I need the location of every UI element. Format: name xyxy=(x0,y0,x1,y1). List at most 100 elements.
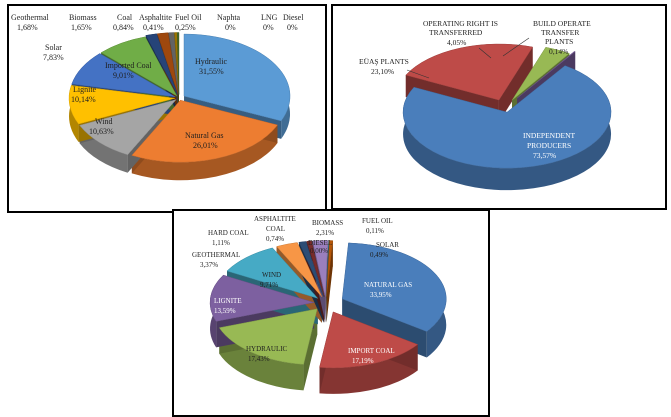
value-natural-gas: 26,01% xyxy=(193,141,218,150)
pie1-slice-biomass xyxy=(156,32,179,95)
pie2-slice-independent-producers xyxy=(402,65,612,169)
label-euas-plants: EÜAŞ PLANTS xyxy=(359,57,409,66)
label-diesel-3: DIESEL xyxy=(308,239,332,247)
label-geothermal-3: GEOTHERMAL xyxy=(192,251,240,259)
value-bot: 0,14% xyxy=(549,47,568,56)
value-imported-coal: 9,01% xyxy=(113,71,134,80)
label-asphaltite: Asphaltite xyxy=(139,13,172,22)
label-diesel: Diesel xyxy=(283,13,304,22)
value-fuel-oil-3: 0,11% xyxy=(366,227,384,235)
pie1-slice-wind xyxy=(79,99,177,156)
label-natural-gas-3: NATURAL GAS xyxy=(364,281,412,289)
value-asphaltite: 0,41% xyxy=(143,23,164,32)
label-solar-3: SOLAR xyxy=(376,241,399,249)
label-fuel-oil-3: FUEL OIL xyxy=(362,217,393,225)
label-bot-line2: TRANSFER xyxy=(541,28,579,37)
pie3-slice-solar xyxy=(326,240,334,297)
label-coal: Coal xyxy=(117,13,133,22)
value-hard-coal-3: 1,11% xyxy=(212,239,230,247)
value-euas-plants: 23,10% xyxy=(371,67,394,76)
label-hydraulic-3: HYDRAULIC xyxy=(246,345,288,353)
pie3-slice-natural-gas xyxy=(341,242,447,332)
value-solar: 7,83% xyxy=(43,53,64,62)
pie3-slice-wall-1-biomass xyxy=(325,240,328,323)
value-natural-gas-3: 33,95% xyxy=(370,291,392,299)
label-solar: Solar xyxy=(45,43,62,52)
value-biomass: 1,65% xyxy=(71,23,92,32)
label-lignite-3: LIGNITE xyxy=(214,297,242,305)
label-wind: Wind xyxy=(95,117,112,126)
value-import-coal-3: 17,19% xyxy=(352,357,374,365)
leader-bot xyxy=(502,37,530,57)
pie1-slice-side-natural-gas xyxy=(131,125,278,181)
value-independent: 73,57% xyxy=(533,151,556,160)
value-solar-3: 0,49% xyxy=(370,251,388,259)
pie3-slice-hydraulic xyxy=(218,308,318,365)
pie1-slice-side-lignite xyxy=(69,85,79,142)
label-independent-line1: INDEPENDENT xyxy=(523,131,575,140)
pie3-slice-side-import-coal xyxy=(319,344,418,394)
label-hydraulic: Hydraulic xyxy=(195,57,227,66)
value-hydraulic: 31,55% xyxy=(199,67,224,76)
pie-chart-1-svg: Geothermal 1,68% Biomass 1,65% Coal 0,84… xyxy=(11,13,304,181)
pie1-slice-geothermal xyxy=(145,33,178,95)
label-fuel-oil: Fuel Oil xyxy=(175,13,202,22)
value-lignite-3: 13,59% xyxy=(214,307,236,315)
pie1-slice-imported-coal xyxy=(71,53,176,98)
label-lng: LNG xyxy=(261,13,278,22)
label-asphaltite-line2: COAL xyxy=(266,225,285,233)
pie3-slice-biomass xyxy=(312,240,328,297)
chart-installed-capacity-by-source: Geothermal 1,68% Biomass 1,65% Coal 0,84… xyxy=(7,4,327,213)
pie3-slice-import-coal xyxy=(319,311,419,369)
value-wind: 10,63% xyxy=(89,127,114,136)
value-asphaltite-3: 0,74% xyxy=(266,235,284,243)
pie2-slice-operating-right-is-transferred xyxy=(511,47,570,101)
pie3-slice-wind xyxy=(226,247,319,299)
value-coal: 0,84% xyxy=(113,23,134,32)
value-operating-right: 4,05% xyxy=(447,38,466,47)
label-wind-3: WIND xyxy=(262,271,281,279)
pie1-slice-natural-gas xyxy=(131,99,278,163)
pie3-slice-lignite xyxy=(209,274,315,322)
label-natural-gas: Natural Gas xyxy=(185,131,223,140)
pie1-slice-lignite xyxy=(68,85,176,125)
pie-chart-3-svg: NATURAL GAS 33,95% IMPORT COAL 17,19% HY… xyxy=(192,215,447,394)
label-naphta: Naphta xyxy=(217,13,241,22)
label-import-coal-3: IMPORT COAL xyxy=(348,347,395,355)
value-wind-3: 9,71% xyxy=(260,281,278,289)
pie3-slice-geothermal xyxy=(276,242,323,298)
label-biomass: Biomass xyxy=(69,13,97,22)
leader-operating-right xyxy=(478,47,492,59)
pie1-slice-hydraulic xyxy=(183,33,291,122)
label-operating-right-line1: OPERATING RIGHT IS xyxy=(423,19,498,28)
pie3-slice-asphaltite-coal xyxy=(306,240,325,297)
label-operating-right-line2: TRANSFERRED xyxy=(429,28,483,37)
pie3-slice-side-hydraulic xyxy=(219,327,304,391)
label-hard-coal-3: HARD COAL xyxy=(208,229,249,237)
value-naphta: 0% xyxy=(225,23,236,32)
label-asphaltite-line1: ASPHALTITE xyxy=(254,215,296,223)
pie2-slice-e-a-plants xyxy=(405,43,534,101)
chart-electricity-generation-by-source: NATURAL GAS 33,95% IMPORT COAL 17,19% HY… xyxy=(172,209,490,417)
value-diesel: 0% xyxy=(287,23,298,32)
pie2-slice-wall-1-e-a-plants xyxy=(498,47,533,123)
value-hydraulic-3: 17,43% xyxy=(248,355,270,363)
label-bot-line3: PLANTS xyxy=(545,37,573,46)
value-biomass-3: 2,31% xyxy=(316,229,334,237)
value-geothermal-3: 3,37% xyxy=(200,261,218,269)
leader-euas xyxy=(406,69,430,79)
chart-capacity-by-ownership: OPERATING RIGHT IS TRANSFERRED 4,05% BUI… xyxy=(331,4,667,210)
pie1-slice-fuel-oil xyxy=(177,32,180,95)
label-independent-line2: PRODUCERS xyxy=(527,141,571,150)
value-lignite: 10,14% xyxy=(71,95,96,104)
pie-chart-2-svg: OPERATING RIGHT IS TRANSFERRED 4,05% BUI… xyxy=(359,19,612,191)
label-geothermal: Geothermal xyxy=(11,13,50,22)
pie3-slice-hard-coal xyxy=(298,241,324,297)
value-diesel-3: 0,00% xyxy=(310,247,328,255)
value-lng: 0% xyxy=(263,23,274,32)
value-fuel-oil: 0,25% xyxy=(175,23,196,32)
label-lignite: Lignite xyxy=(73,85,97,94)
value-geothermal: 1,68% xyxy=(17,23,38,32)
pie2-slice-build-operate-transfer-plants xyxy=(517,51,576,99)
label-bot-line1: BUILD OPERATE xyxy=(533,19,591,28)
